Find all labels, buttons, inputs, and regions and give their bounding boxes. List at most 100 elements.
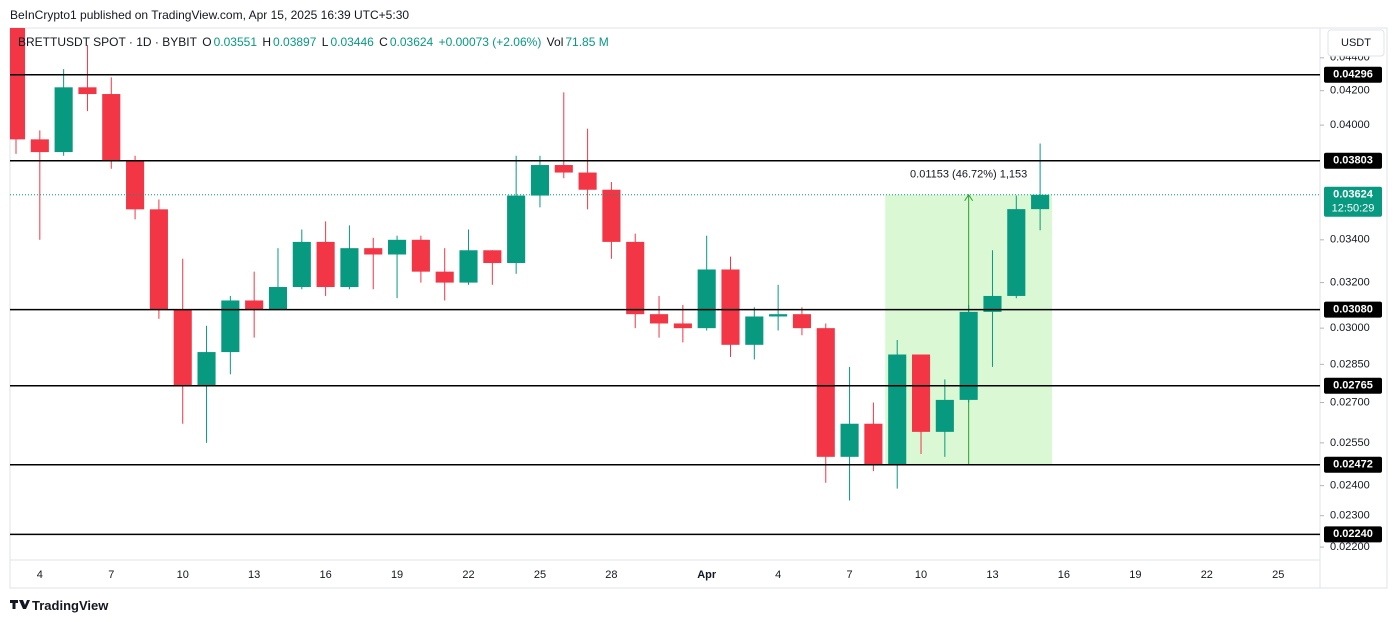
change: +0.00073 (+2.06%) bbox=[438, 35, 542, 49]
candle-body bbox=[626, 241, 645, 315]
x-tick-label: 25 bbox=[534, 569, 546, 581]
x-tick-label: 4 bbox=[37, 569, 43, 581]
level-label: 0.03803 bbox=[1333, 155, 1373, 167]
candle-body bbox=[959, 311, 978, 400]
symbol-legend: BRETTUSDT SPOT · 1D · BYBIT O 0.03551 H 0.… bbox=[18, 35, 611, 49]
candle-body bbox=[459, 250, 478, 283]
ohlc-value: 0.03624 bbox=[389, 35, 434, 49]
y-tick-label: 0.04000 bbox=[1330, 119, 1370, 131]
candle-body bbox=[697, 269, 716, 329]
ohlc-value: 0.03551 bbox=[213, 35, 257, 49]
x-tick-label: 7 bbox=[108, 569, 114, 581]
symbol: BRETTUSDT SPOT · 1D · BYBIT bbox=[18, 35, 197, 49]
candle-body bbox=[1031, 194, 1050, 210]
candle-body bbox=[840, 423, 859, 457]
x-tick-label: 13 bbox=[986, 569, 998, 581]
level-label-box bbox=[1324, 66, 1382, 83]
candle-body bbox=[197, 352, 216, 386]
candle-body bbox=[530, 165, 550, 196]
level-label-box bbox=[1324, 301, 1382, 318]
y-tick-label: 0.02550 bbox=[1330, 437, 1370, 449]
level-label: 0.04296 bbox=[1333, 69, 1373, 81]
countdown: 12:50:29 bbox=[1332, 203, 1375, 215]
x-tick-label: 16 bbox=[1058, 569, 1070, 581]
ohlc-label: O bbox=[202, 35, 212, 49]
candle-body bbox=[411, 239, 430, 272]
x-tick-label: 10 bbox=[915, 569, 927, 581]
candle-body bbox=[673, 323, 692, 329]
y-tick-label: 0.04200 bbox=[1330, 85, 1370, 97]
candle-body bbox=[769, 314, 788, 317]
x-tick-label: 13 bbox=[248, 569, 260, 581]
candle-body bbox=[30, 139, 49, 153]
x-tick-label: 28 bbox=[605, 569, 617, 581]
candle-body bbox=[149, 209, 168, 310]
level-label: 0.02240 bbox=[1333, 528, 1373, 540]
candle-body bbox=[745, 316, 764, 345]
ohlc-label: H bbox=[262, 35, 272, 49]
measure-arrow-head bbox=[964, 193, 974, 202]
candle-body bbox=[435, 271, 454, 283]
candle-body bbox=[507, 195, 526, 264]
volume: 71.85 M bbox=[565, 35, 609, 49]
candle-body bbox=[364, 248, 383, 255]
y-tick-label: 0.02400 bbox=[1330, 480, 1370, 492]
candle-body bbox=[292, 241, 311, 288]
x-tick-label: 22 bbox=[462, 569, 474, 581]
candle-body bbox=[126, 160, 145, 210]
x-tick-label: 19 bbox=[391, 569, 403, 581]
ohlc-label: C bbox=[379, 35, 388, 49]
currency-button[interactable] bbox=[1327, 29, 1385, 57]
candle-body bbox=[983, 295, 1002, 312]
candle-body bbox=[10, 28, 26, 140]
candle-body bbox=[816, 328, 835, 457]
currency[interactable]: USDT bbox=[1341, 37, 1371, 49]
candle-body bbox=[388, 239, 407, 255]
candle-body bbox=[602, 189, 621, 242]
brand: TradingView bbox=[32, 598, 109, 613]
y-tick-label: 0.03200 bbox=[1330, 277, 1370, 289]
candle-body bbox=[649, 314, 669, 324]
candle-body bbox=[102, 94, 121, 161]
candle-body bbox=[578, 172, 597, 190]
candle-body bbox=[864, 423, 883, 466]
candle-body bbox=[911, 354, 931, 432]
candle-body bbox=[1007, 209, 1026, 296]
ohlc-label: L bbox=[321, 35, 329, 49]
candle-body bbox=[888, 354, 907, 466]
current-price-box bbox=[1324, 186, 1382, 217]
x-tick-label: 19 bbox=[1129, 569, 1141, 581]
x-tick-label: 7 bbox=[847, 569, 853, 581]
candle-body bbox=[245, 300, 264, 310]
candle-body bbox=[483, 250, 502, 264]
level-label: 0.02765 bbox=[1333, 380, 1373, 392]
candle-body bbox=[792, 314, 811, 329]
pane-border bbox=[9, 27, 1388, 589]
y-tick-label: 0.03000 bbox=[1330, 322, 1370, 334]
ohlc-value: 0.03446 bbox=[330, 35, 374, 49]
level-label-box bbox=[1324, 377, 1382, 394]
candle-body bbox=[340, 248, 359, 288]
x-tick-label: 25 bbox=[1272, 569, 1284, 581]
x-tick-label: 4 bbox=[775, 569, 781, 581]
candle-body bbox=[721, 269, 740, 345]
y-tick-label: 0.02700 bbox=[1330, 396, 1370, 408]
level-label: 0.03080 bbox=[1333, 303, 1373, 315]
level-label: 0.02472 bbox=[1333, 459, 1373, 471]
publish-info: BeInCrypto1 published on TradingView.com… bbox=[10, 8, 410, 22]
candle-body bbox=[935, 399, 954, 432]
level-label-box bbox=[1324, 152, 1382, 169]
measure-label: 0.01153 (46.72%) 1,153 bbox=[910, 169, 1027, 181]
candle-body bbox=[221, 300, 240, 353]
axes: 0.044000.042000.040000.034000.032000.030… bbox=[37, 52, 1382, 581]
ohlc-value: 0.03897 bbox=[273, 35, 317, 49]
x-tick-label: Apr bbox=[697, 569, 717, 581]
plot-area bbox=[10, 28, 1320, 536]
candle-body bbox=[554, 165, 573, 173]
y-tick-label: 0.03400 bbox=[1330, 234, 1370, 246]
current-price-label: 0.03624 bbox=[1333, 189, 1374, 201]
candle-body bbox=[173, 309, 192, 386]
level-label-box bbox=[1324, 456, 1382, 473]
